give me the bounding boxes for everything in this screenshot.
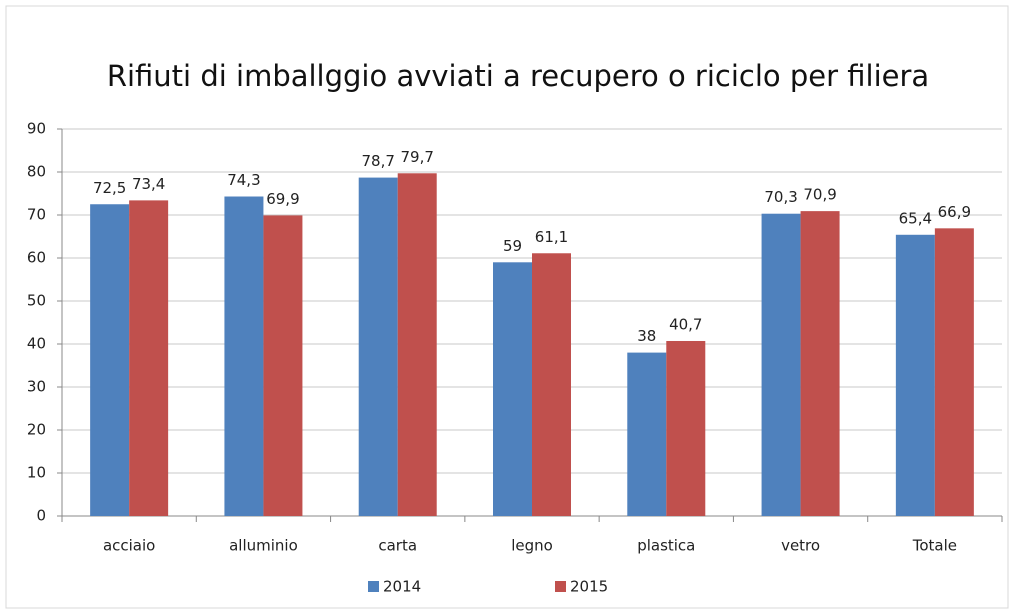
y-tick-label: 0 [36, 507, 46, 525]
legend-label: 2014 [383, 578, 421, 596]
bar [666, 340, 706, 516]
bar [397, 173, 437, 517]
x-tick-label: carta [378, 537, 417, 555]
y-tick-label: 30 [27, 378, 46, 396]
value-label: 65,4 [899, 209, 932, 227]
y-tick-label: 90 [27, 120, 46, 138]
y-tick-label: 10 [27, 464, 46, 482]
bar [493, 262, 532, 516]
legend-swatch [368, 581, 379, 592]
bar [263, 215, 303, 516]
value-label: 61,1 [535, 228, 568, 246]
y-tick-label: 40 [27, 335, 46, 353]
x-tick-label: Totale [912, 537, 957, 555]
x-tick-label: acciaio [103, 537, 155, 555]
y-tick-label: 50 [27, 292, 46, 310]
bar [129, 200, 169, 516]
x-tick-label: plastica [637, 537, 695, 555]
bar [761, 213, 801, 516]
value-label: 40,7 [669, 315, 702, 333]
value-label: 74,3 [227, 171, 260, 189]
bar [224, 196, 264, 516]
bar [358, 177, 398, 516]
value-label: 79,7 [401, 148, 434, 166]
y-tick-label: 80 [27, 163, 46, 181]
x-tick-label: legno [511, 537, 553, 555]
bar [934, 228, 974, 516]
bar [800, 211, 840, 516]
y-tick-label: 70 [27, 206, 46, 224]
value-label: 59 [503, 237, 522, 255]
y-tick-label: 60 [27, 249, 46, 267]
legend-swatch [555, 581, 566, 592]
chart-title: Rifiuti di imballggio avviati a recupero… [107, 59, 929, 93]
bar [532, 253, 571, 516]
legend-label: 2015 [570, 578, 608, 596]
value-label: 70,3 [764, 188, 797, 206]
x-tick-label: alluminio [229, 537, 298, 555]
value-label: 70,9 [803, 186, 836, 204]
value-label: 66,9 [938, 203, 971, 221]
y-tick-label: 20 [27, 421, 46, 439]
x-tick-label: vetro [781, 537, 820, 555]
value-label: 73,4 [132, 175, 165, 193]
value-label: 38 [637, 327, 656, 345]
bar [895, 234, 935, 516]
value-label: 69,9 [266, 190, 299, 208]
value-label: 78,7 [362, 152, 395, 170]
bar [627, 352, 667, 516]
value-label: 72,5 [93, 179, 126, 197]
bar [90, 204, 130, 516]
